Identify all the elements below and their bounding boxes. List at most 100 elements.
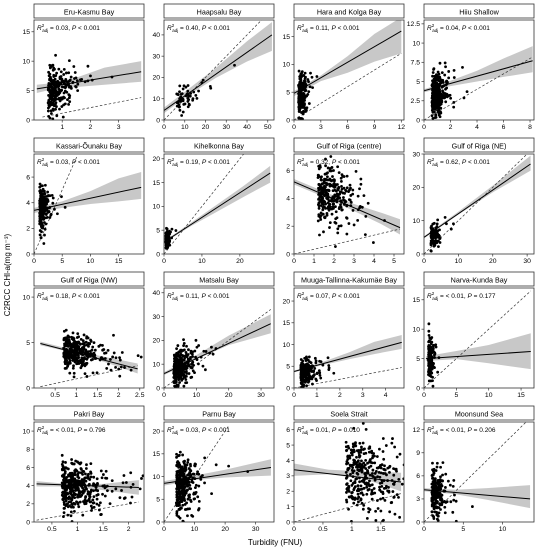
data-point: [175, 354, 178, 358]
data-point: [183, 356, 186, 360]
data-point: [432, 353, 436, 357]
data-point: [176, 359, 179, 363]
x-tick-label: 3: [117, 124, 121, 131]
data-point: [227, 464, 231, 468]
panel: Moonsund Sea R2 adj = < 0.01, P = 0.206 0 5 1…: [412, 405, 535, 533]
data-point: [452, 76, 456, 79]
data-point: [89, 475, 93, 479]
data-point: [189, 349, 193, 353]
x-tick-label: 20: [489, 258, 497, 265]
data-point: [68, 343, 72, 347]
data-point: [185, 374, 188, 378]
data-point: [112, 351, 116, 355]
data-point: [64, 341, 68, 345]
plot-area: [424, 154, 531, 254]
data-point: [356, 194, 360, 198]
data-point: [306, 358, 310, 362]
r2-sup: 2: [432, 23, 435, 28]
data-point: [51, 68, 55, 72]
data-point: [92, 351, 96, 355]
data-point: [387, 485, 390, 489]
data-point: [84, 467, 88, 470]
y-tick-label: 20: [412, 185, 420, 192]
data-point: [443, 96, 447, 100]
data-point: [64, 494, 68, 498]
data-point: [379, 509, 383, 513]
data-point: [184, 351, 188, 354]
data-point: [348, 188, 351, 192]
data-point: [178, 469, 182, 473]
x-tick-label: 30: [252, 526, 260, 533]
r2-sub: adj: [172, 430, 178, 435]
data-point: [431, 74, 434, 78]
plot-area: [424, 290, 532, 388]
data-point: [39, 225, 43, 229]
data-point: [140, 477, 143, 480]
data-point: [187, 102, 191, 106]
data-point: [72, 375, 76, 379]
one-to-one-line: [164, 309, 271, 388]
data-point: [306, 78, 310, 81]
data-point: [180, 361, 184, 365]
data-point: [354, 169, 358, 173]
data-point: [175, 498, 179, 502]
data-point: [332, 169, 335, 172]
data-point: [433, 77, 436, 81]
data-point: [100, 476, 104, 480]
data-point: [357, 453, 361, 457]
data-point: [361, 493, 365, 497]
r2-sup: 2: [42, 157, 45, 162]
data-point: [340, 208, 344, 212]
p-label: P: [332, 293, 337, 300]
data-point: [438, 237, 442, 241]
data-point: [65, 486, 69, 490]
data-point: [317, 167, 321, 171]
data-point: [390, 441, 394, 445]
data-point: [303, 71, 307, 75]
data-point: [91, 345, 95, 349]
plot-area: [36, 453, 144, 522]
data-point: [364, 427, 368, 431]
data-point: [70, 520, 74, 522]
data-point: [60, 453, 64, 457]
data-point: [436, 109, 440, 113]
data-point: [327, 188, 331, 192]
r2-value: = 0.62,: [438, 159, 462, 166]
data-point: [332, 178, 336, 182]
data-point: [174, 229, 178, 232]
data-point: [193, 486, 197, 490]
data-point: [86, 490, 90, 494]
data-point: [71, 489, 75, 493]
data-point: [317, 174, 321, 177]
data-point: [440, 479, 444, 483]
data-point: [63, 96, 66, 100]
p-value: < 0.001: [206, 159, 230, 166]
data-point: [69, 492, 73, 495]
stat-annotation: R2 adj = 0.03, P < 0.001: [37, 157, 100, 167]
y-tick-label: 6: [286, 168, 290, 175]
data-point: [451, 510, 455, 514]
data-point: [330, 166, 334, 169]
data-point: [43, 233, 46, 237]
data-point: [88, 352, 92, 356]
r2-sup: 2: [302, 425, 305, 430]
panel-frame: [423, 287, 535, 389]
r2-value: = < 0.01,: [48, 427, 77, 434]
data-point: [76, 82, 80, 86]
data-point: [344, 440, 348, 444]
data-point: [194, 338, 198, 342]
data-point: [465, 90, 469, 93]
data-point: [437, 484, 440, 488]
y-tick-label: 4: [286, 196, 290, 203]
data-point: [84, 479, 88, 483]
data-point: [170, 227, 174, 231]
r2-sup: 2: [42, 291, 45, 296]
data-point: [85, 463, 88, 467]
data-point: [430, 367, 434, 371]
data-point: [331, 189, 335, 192]
data-point: [316, 219, 320, 223]
data-point: [408, 481, 411, 484]
data-point: [66, 479, 70, 483]
one-to-one-line: [294, 53, 402, 120]
